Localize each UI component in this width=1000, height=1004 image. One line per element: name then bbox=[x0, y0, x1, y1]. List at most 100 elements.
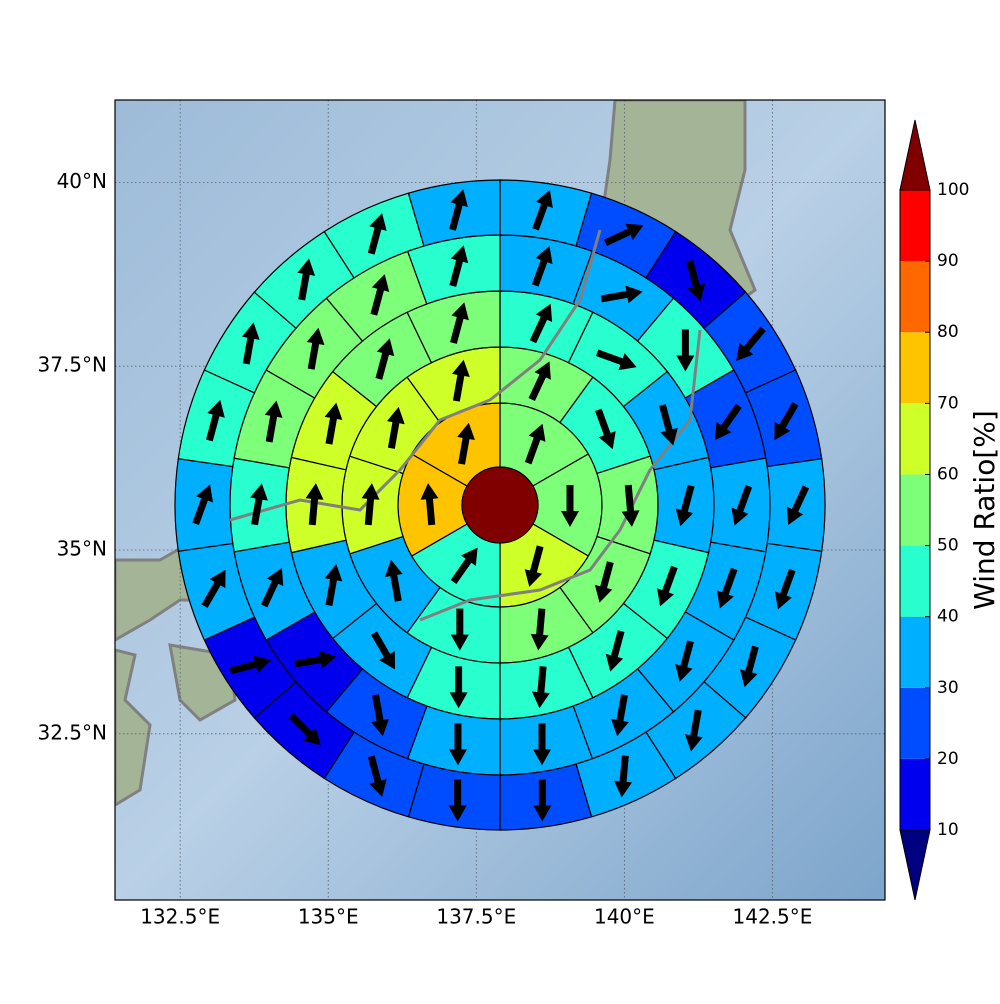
wind-arrow bbox=[457, 422, 475, 465]
wind-arrow bbox=[595, 349, 637, 371]
sectors bbox=[174, 179, 826, 831]
wind-arrow bbox=[264, 400, 283, 443]
colorbar-bin bbox=[900, 474, 930, 546]
wind-arrow bbox=[611, 694, 629, 737]
colorbar-tick-label: 60 bbox=[937, 464, 959, 484]
wind-arrow bbox=[384, 559, 403, 602]
x-tick-label: 137.5°E bbox=[436, 905, 516, 929]
wind-arrow bbox=[561, 485, 579, 527]
wind-arrow bbox=[192, 484, 214, 525]
wind-arrow bbox=[324, 402, 343, 445]
wind-arrow bbox=[740, 645, 759, 688]
map bbox=[115, 100, 885, 900]
wind-arrow bbox=[600, 285, 643, 304]
colorbar-bin bbox=[900, 545, 930, 617]
wind-arrow bbox=[533, 779, 552, 822]
colorbar-outline bbox=[899, 189, 931, 831]
colorbar-bin bbox=[900, 261, 930, 333]
colorbar-bin bbox=[900, 687, 930, 759]
colorbar-bin bbox=[900, 616, 930, 688]
wind-arrow bbox=[594, 561, 614, 603]
wind-arrow bbox=[294, 650, 337, 669]
arrows bbox=[192, 189, 810, 822]
x-tick-label: 140°E bbox=[594, 905, 655, 929]
wind-arrow bbox=[731, 485, 753, 526]
wind-arrow bbox=[531, 666, 550, 709]
wind-arrow bbox=[450, 547, 478, 585]
wind-arrow bbox=[676, 329, 695, 372]
colorbar-tick-label: 100 bbox=[937, 180, 969, 200]
colorbar-over bbox=[899, 119, 931, 191]
wind-arrow bbox=[605, 630, 625, 672]
colorbar-tick-label: 80 bbox=[937, 322, 959, 342]
colorbar-tick-label: 10 bbox=[937, 820, 959, 840]
frame bbox=[114, 99, 886, 901]
colorbar-bin bbox=[900, 332, 930, 404]
wind-arrow bbox=[370, 631, 396, 670]
wind-arrow bbox=[531, 246, 553, 287]
wind-arrow bbox=[614, 755, 633, 798]
axes: 132.5°E 135°E 137.5°E 140°E 142.5°E 32.5°N 35°… bbox=[38, 169, 813, 929]
wind-arrow bbox=[686, 259, 706, 302]
colorbar-bin bbox=[900, 403, 930, 475]
colorbar-tick-label: 40 bbox=[937, 607, 959, 627]
x-tick-label: 142.5°E bbox=[733, 905, 813, 929]
y-tick-label: 35°N bbox=[57, 537, 107, 561]
colorbar-label: Wind Ratio[%] bbox=[968, 410, 1000, 610]
wind-arrow bbox=[774, 568, 796, 610]
wind-arrow bbox=[524, 545, 544, 587]
wind-arrow bbox=[205, 399, 225, 442]
wind-arrow bbox=[736, 326, 766, 362]
x-tick-label: 132.5°E bbox=[140, 905, 220, 929]
colorbar-tick-label: 50 bbox=[937, 536, 959, 556]
y-tick-label: 37.5°N bbox=[38, 353, 108, 377]
wind-arrow bbox=[530, 608, 549, 651]
x-tick-label: 135°E bbox=[298, 905, 359, 929]
wind-arrow bbox=[306, 327, 325, 370]
y-tick-label: 40°N bbox=[57, 169, 107, 193]
wind-arrow bbox=[716, 567, 738, 609]
wind-arrow bbox=[420, 483, 439, 526]
wind-arrow bbox=[324, 564, 343, 607]
colorbar: Wind Ratio[%] 10 20 30 40 50 60 70 80 90 100 bbox=[899, 119, 1000, 901]
wind-arrow bbox=[450, 302, 469, 344]
colorbar-tick-label: 30 bbox=[937, 678, 959, 698]
wind-arrow bbox=[448, 723, 467, 766]
wind-arrow bbox=[449, 189, 468, 231]
wind-arrow bbox=[450, 608, 469, 651]
wind-arrow bbox=[371, 694, 389, 737]
wind-arrow bbox=[260, 567, 284, 608]
wind-arrow bbox=[449, 666, 468, 709]
wind-arrow bbox=[529, 303, 553, 344]
wind-arrow bbox=[675, 640, 694, 682]
y-tick-label: 32.5°N bbox=[38, 720, 108, 744]
wind-arrow bbox=[361, 483, 380, 526]
wind-arrow bbox=[774, 402, 799, 441]
wind-arrow bbox=[684, 709, 703, 752]
wind-arrow bbox=[375, 338, 395, 380]
wind-arrow bbox=[201, 569, 226, 608]
wind-arrow bbox=[786, 485, 810, 525]
wind-arrow bbox=[367, 213, 387, 255]
coastline bbox=[229, 229, 702, 622]
wind-arrow bbox=[528, 361, 551, 401]
wind-arrow bbox=[229, 655, 271, 675]
wind-arrow bbox=[675, 484, 695, 527]
wind-arrow bbox=[241, 322, 260, 365]
wind-arrow bbox=[452, 359, 470, 402]
wind-arrow bbox=[659, 404, 678, 446]
wind-arrow bbox=[714, 403, 742, 441]
wind-arrow bbox=[657, 565, 678, 607]
wind-arrow bbox=[524, 423, 546, 465]
wind-arrow bbox=[305, 483, 324, 526]
center-disk bbox=[461, 466, 539, 544]
wind-arrow bbox=[250, 483, 268, 526]
wind-arrow bbox=[621, 484, 640, 527]
wind-arrow bbox=[297, 258, 316, 301]
wind-arrow bbox=[288, 713, 321, 746]
colorbar-tick-label: 70 bbox=[937, 393, 959, 413]
wind-arrow bbox=[595, 408, 616, 450]
wind-arrow bbox=[387, 406, 405, 449]
